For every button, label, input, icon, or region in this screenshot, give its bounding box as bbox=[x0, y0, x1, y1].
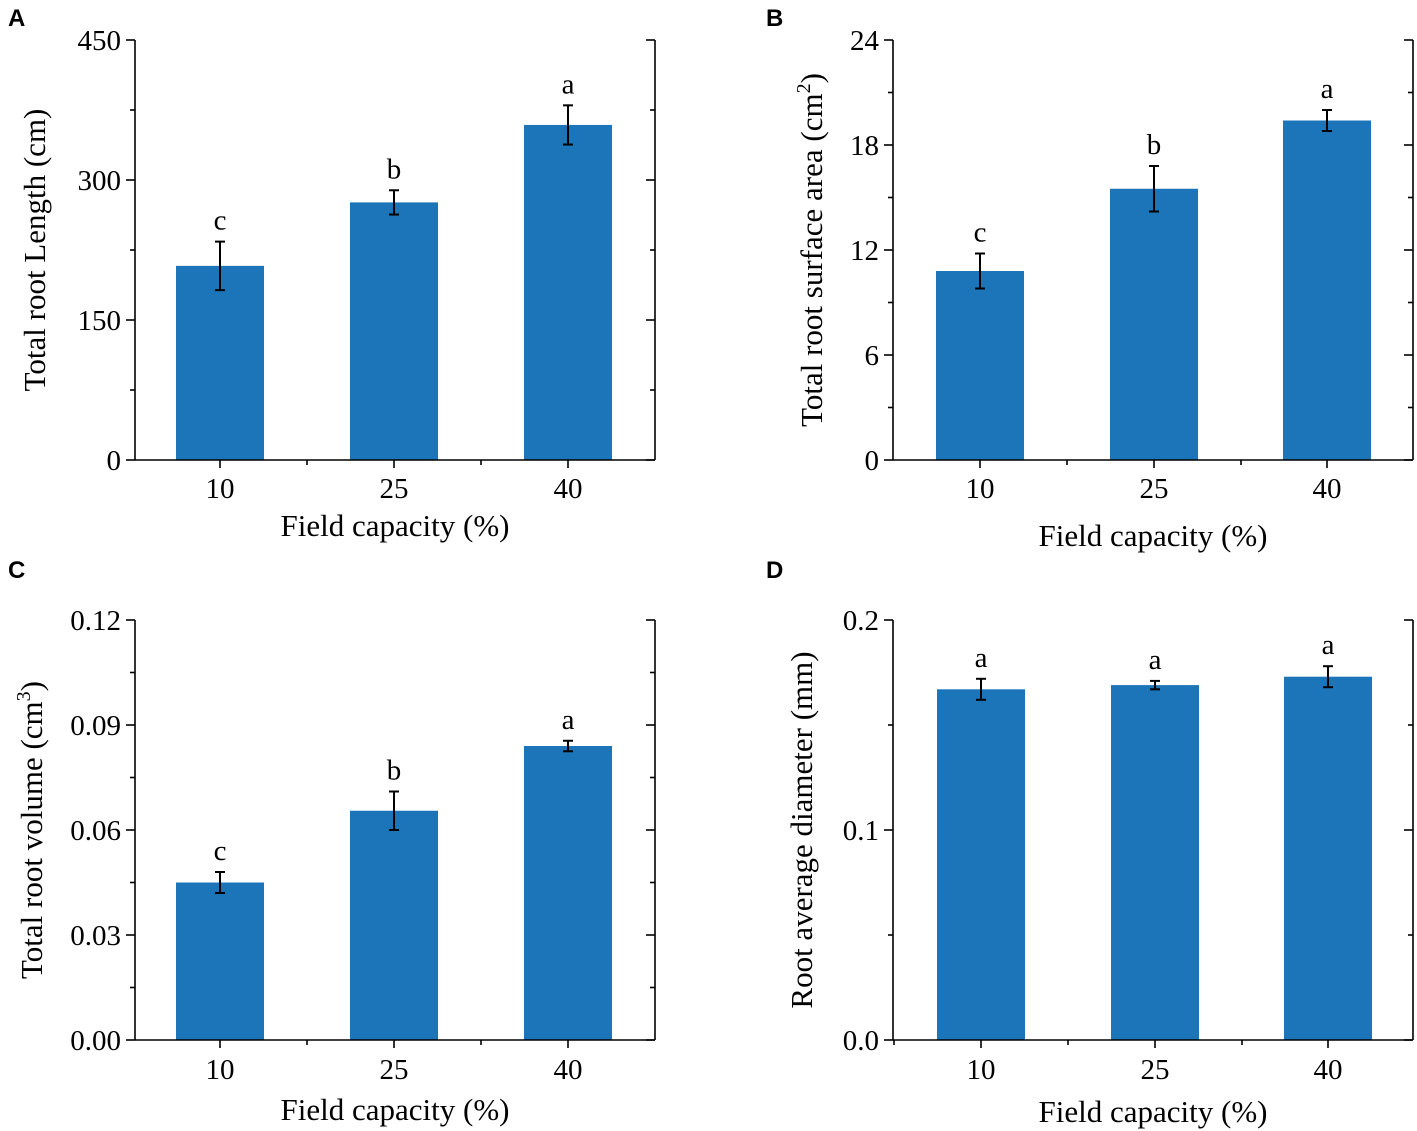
panel-letter: C bbox=[8, 557, 25, 584]
y-axis-title-tail: ) bbox=[14, 681, 49, 691]
bar-25 bbox=[350, 810, 438, 1040]
y-axis-title-tail: ) bbox=[794, 73, 829, 83]
x-axis-title: Field capacity (%) bbox=[1039, 1094, 1268, 1129]
error-bar-25 bbox=[389, 189, 399, 216]
x-tick-label: 25 bbox=[380, 1054, 409, 1086]
significance-letter: c bbox=[214, 205, 227, 237]
error-bar-25 bbox=[1149, 165, 1159, 213]
y-axis-title-superscript: 3 bbox=[13, 691, 35, 701]
bar-40 bbox=[524, 746, 612, 1040]
y-tick-label: 0.09 bbox=[70, 710, 121, 742]
x-tick-label: 10 bbox=[206, 473, 235, 505]
error-bar-40 bbox=[563, 104, 573, 146]
significance-letter: b bbox=[387, 755, 402, 787]
x-tick-label: 10 bbox=[967, 1054, 996, 1086]
panel-letter: D bbox=[766, 557, 783, 584]
y-tick-label: 150 bbox=[78, 305, 122, 337]
y-tick-label: 0.03 bbox=[70, 920, 121, 952]
error-bar-10 bbox=[215, 871, 225, 894]
x-tick-label: 40 bbox=[554, 473, 583, 505]
y-axis-title-main: Total root surface area (cm bbox=[794, 93, 829, 426]
y-axis-title: Total root surface area (cm2) bbox=[793, 73, 829, 427]
x-tick-label: 25 bbox=[380, 473, 409, 505]
x-axis-title: Field capacity (%) bbox=[281, 1092, 510, 1127]
y-tick-label: 18 bbox=[850, 130, 879, 162]
error-bar-10 bbox=[976, 677, 986, 701]
bar-25 bbox=[1110, 188, 1198, 460]
error-bar-10 bbox=[215, 240, 225, 292]
significance-letter: a bbox=[562, 68, 575, 100]
bar-10 bbox=[936, 271, 1024, 460]
significance-letter: b bbox=[1147, 129, 1162, 161]
x-axis-title: Field capacity (%) bbox=[281, 508, 510, 543]
y-tick-label: 0 bbox=[865, 445, 880, 477]
bar-10 bbox=[937, 689, 1025, 1040]
significance-letter: a bbox=[1322, 629, 1335, 661]
error-bar-25 bbox=[389, 790, 399, 831]
bar-40 bbox=[1283, 120, 1371, 460]
error-bar-25 bbox=[1150, 679, 1160, 691]
panel-c: Cc b a 0.00 0.03 0.06 0.09 0.12 10 25 40 Field capa… bbox=[8, 557, 656, 1127]
error-bar-10 bbox=[975, 252, 985, 290]
bar-10 bbox=[176, 882, 264, 1040]
significance-letter: a bbox=[1321, 73, 1334, 105]
x-tick-label: 40 bbox=[1313, 473, 1342, 505]
significance-letter: a bbox=[562, 704, 575, 736]
panel-letter: B bbox=[766, 5, 783, 32]
bar-25 bbox=[1111, 685, 1199, 1040]
y-axis-title-superscript: 2 bbox=[793, 83, 815, 93]
panel-b: Bc b a 0 6 12 18 24 10 25 40 Field capacity (%) Tota… bbox=[766, 5, 1414, 553]
y-tick-label: 0.00 bbox=[70, 1025, 121, 1057]
y-tick-label: 450 bbox=[78, 25, 122, 57]
panel-letter: A bbox=[8, 5, 25, 32]
significance-letter: c bbox=[214, 835, 227, 867]
x-tick-label: 25 bbox=[1141, 1054, 1170, 1086]
bar-25 bbox=[350, 202, 438, 460]
y-tick-label: 0.0 bbox=[843, 1025, 879, 1057]
y-tick-label: 300 bbox=[78, 165, 122, 197]
bar-40 bbox=[1284, 676, 1372, 1040]
y-axis-title-main: Total root volume (cm bbox=[14, 701, 49, 979]
bar-10 bbox=[176, 265, 264, 460]
panel-d: Da a a 0.0 0.1 0.2 10 25 40 Field capacity (%) Roo… bbox=[766, 557, 1414, 1129]
x-tick-label: 10 bbox=[206, 1054, 235, 1086]
error-bar-40 bbox=[563, 739, 573, 753]
y-tick-label: 24 bbox=[850, 25, 880, 57]
y-tick-label: 0.1 bbox=[843, 815, 879, 847]
significance-letter: a bbox=[1149, 644, 1162, 676]
y-axis-title: Total root Length (cm) bbox=[17, 109, 52, 392]
significance-letter: b bbox=[387, 153, 402, 185]
y-tick-label: 0.2 bbox=[843, 605, 879, 637]
x-tick-label: 25 bbox=[1140, 473, 1169, 505]
significance-letter: a bbox=[975, 642, 988, 674]
x-tick-label: 40 bbox=[1314, 1054, 1343, 1086]
bar-40 bbox=[524, 124, 612, 460]
error-bar-40 bbox=[1322, 109, 1332, 132]
significance-letter: c bbox=[974, 217, 987, 249]
y-tick-label: 12 bbox=[850, 235, 879, 267]
x-axis-title: Field capacity (%) bbox=[1039, 518, 1268, 553]
error-bar-40 bbox=[1323, 665, 1333, 689]
y-axis-title: Total root volume (cm3) bbox=[13, 681, 49, 979]
x-tick-label: 40 bbox=[554, 1054, 583, 1086]
y-tick-label: 0.06 bbox=[70, 815, 121, 847]
y-tick-label: 0 bbox=[107, 445, 122, 477]
x-tick-label: 10 bbox=[966, 473, 995, 505]
y-axis-title-main: Total root Length (cm) bbox=[17, 109, 52, 392]
y-axis-title: Root average diameter (mm) bbox=[784, 651, 819, 1008]
panel-a: Ac b a 0 150 300 450 10 25 40 Field capacity (%) To… bbox=[8, 5, 656, 543]
y-tick-label: 0.12 bbox=[70, 605, 121, 637]
y-tick-label: 6 bbox=[865, 340, 880, 372]
y-axis-title-main: Root average diameter (mm) bbox=[784, 651, 819, 1008]
